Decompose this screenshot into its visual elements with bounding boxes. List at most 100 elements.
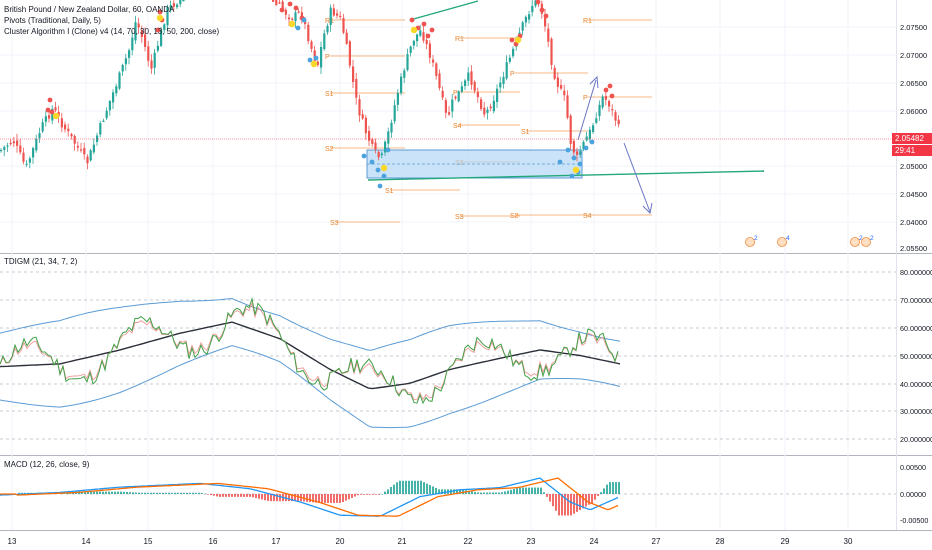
buy-signal-dot[interactable]: [583, 145, 589, 151]
macd-histogram-bar: [576, 494, 578, 512]
macd-histogram-bar: [330, 494, 332, 503]
economic-event-badge[interactable]: 4: [777, 235, 791, 247]
macd-histogram-bar: [186, 492, 188, 494]
support-trendline[interactable]: [367, 170, 765, 181]
candle: [544, 15, 547, 27]
cluster-signal-dot[interactable]: [380, 164, 388, 172]
macd-histogram-bar: [408, 480, 410, 494]
buy-signal-dot[interactable]: [307, 57, 313, 63]
candle: [297, 11, 300, 13]
candle: [604, 95, 607, 100]
projection-arrow-down[interactable]: [623, 142, 651, 213]
sell-signal-dot[interactable]: [293, 5, 299, 11]
buy-signal-dot[interactable]: [569, 173, 575, 179]
sell-signal-dot[interactable]: [45, 107, 51, 113]
candle: [560, 85, 563, 89]
economic-event-badge[interactable]: 2: [745, 235, 759, 247]
buy-signal-dot[interactable]: [301, 17, 307, 23]
macd-histogram-bar: [558, 494, 560, 516]
macd-histogram-bar: [372, 494, 374, 495]
candle: [76, 145, 79, 148]
macd-indicator-label[interactable]: MACD (12, 26, close, 9): [4, 460, 90, 469]
candle: [355, 78, 358, 98]
buy-signal-dot[interactable]: [377, 183, 383, 189]
sell-signal-dot[interactable]: [539, 7, 545, 13]
sell-signal-dot[interactable]: [287, 1, 293, 7]
buy-signal-dot[interactable]: [295, 25, 301, 31]
macd-histogram-bar: [453, 489, 455, 494]
buy-signal-dot[interactable]: [369, 159, 375, 165]
sell-signal-dot[interactable]: [535, 0, 541, 5]
sell-signal-dot[interactable]: [509, 37, 515, 43]
macd-histogram-bar: [144, 492, 146, 494]
macd-histogram-bar: [156, 492, 158, 494]
candle: [160, 29, 163, 47]
macd-histogram-bar: [390, 486, 392, 494]
macd-histogram-bar: [267, 494, 269, 501]
candle: [595, 118, 598, 123]
time-axis-label: 22: [464, 537, 473, 546]
cluster-signal-dot[interactable]: [288, 20, 296, 28]
tdigm-axis-label: 60.000000: [900, 324, 932, 333]
sell-signal-dot[interactable]: [603, 87, 609, 93]
buy-signal-dot[interactable]: [589, 139, 595, 145]
macd-histogram-bar: [456, 489, 458, 494]
macd-histogram-bar: [441, 489, 443, 494]
sell-signal-dot[interactable]: [279, 7, 285, 13]
symbol-title[interactable]: British Pound / New Zealand Dollar, 60, …: [4, 5, 175, 14]
buy-signal-dot[interactable]: [557, 159, 563, 165]
sell-signal-dot[interactable]: [607, 83, 613, 89]
candle: [163, 24, 166, 31]
sell-signal-dot[interactable]: [47, 97, 53, 103]
candle: [582, 141, 585, 149]
candle: [44, 116, 47, 122]
macd-histogram-bar: [426, 483, 428, 494]
macd-histogram-bar: [114, 491, 116, 494]
buy-signal-dot[interactable]: [571, 155, 577, 161]
buy-signal-dot[interactable]: [381, 173, 387, 179]
resistance-trendline[interactable]: [409, 0, 479, 21]
sell-signal-dot[interactable]: [609, 93, 615, 99]
buy-signal-dot[interactable]: [565, 147, 571, 153]
pivots-indicator-label[interactable]: Pivots (Traditional, Daily, 5): [4, 16, 101, 25]
bar-countdown-tag: 29:41: [892, 145, 932, 156]
cluster-signal-dot[interactable]: [52, 112, 60, 120]
candle: [22, 152, 25, 162]
sell-signal-dot[interactable]: [155, 27, 161, 33]
candle: [118, 72, 121, 89]
cluster-signal-dot[interactable]: [410, 26, 418, 34]
macd-histogram-bar: [387, 489, 389, 494]
macd-histogram-bar: [249, 494, 251, 497]
sell-signal-dot[interactable]: [429, 27, 435, 33]
cluster-signal-dot[interactable]: [572, 166, 580, 174]
buy-signal-dot[interactable]: [577, 161, 583, 167]
macd-histogram-bar: [342, 494, 344, 503]
cluster-signal-dot[interactable]: [156, 14, 164, 22]
cluster-signal-dot[interactable]: [310, 60, 318, 68]
sell-signal-dot[interactable]: [425, 33, 431, 39]
candle: [73, 135, 76, 144]
macd-histogram-bar: [123, 491, 125, 494]
tdigm-indicator-label[interactable]: TDIGM (21, 34, 7, 2): [4, 257, 78, 266]
candle: [553, 67, 556, 79]
cluster-signal-dot[interactable]: [514, 36, 522, 44]
sell-signal-dot[interactable]: [409, 17, 415, 23]
candle: [598, 104, 601, 117]
macd-histogram-bar: [582, 494, 584, 509]
sell-signal-dot[interactable]: [157, 9, 163, 15]
sell-signal-dot[interactable]: [49, 109, 55, 115]
cluster-indicator-label[interactable]: Cluster Algorithm I (Clone) v4 (14, 70, …: [4, 27, 220, 36]
buy-signal-dot[interactable]: [361, 153, 367, 159]
candle: [425, 39, 428, 45]
buy-signal-dot[interactable]: [385, 147, 391, 153]
sell-signal-dot[interactable]: [421, 21, 427, 27]
macd-histogram-bar: [279, 494, 281, 502]
sell-signal-dot[interactable]: [543, 13, 549, 19]
projection-arrow-up[interactable]: [577, 79, 597, 141]
buy-signal-dot[interactable]: [375, 167, 381, 173]
economic-event-badge[interactable]: 2: [850, 235, 864, 247]
economic-event-badge[interactable]: 2: [861, 235, 875, 247]
macd-histogram-bar: [477, 492, 479, 494]
buy-signal-dot[interactable]: [313, 55, 319, 61]
